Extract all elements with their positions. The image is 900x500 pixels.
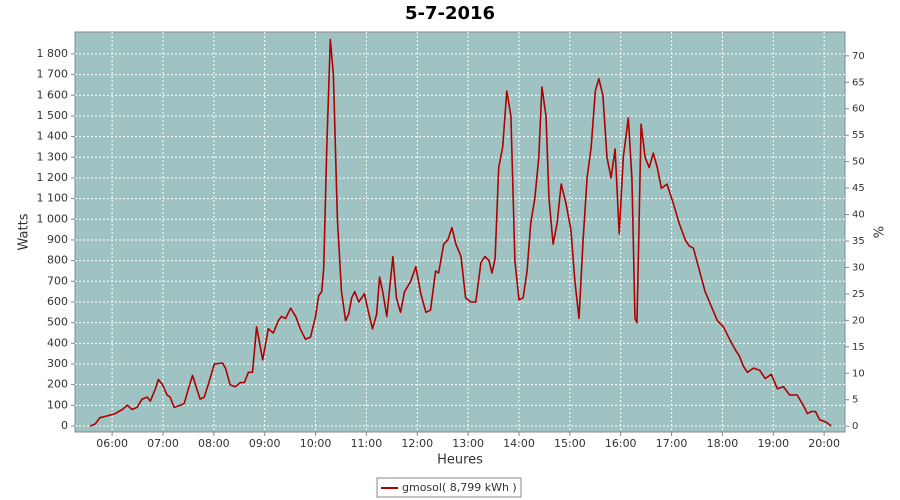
y2-tick-label: 15 (852, 342, 865, 353)
x-axis-title: Heures (437, 453, 483, 468)
x-tick-label: 10:00 (300, 437, 332, 450)
x-tick-label: 09:00 (249, 437, 281, 450)
y2-tick-label: 5 (852, 395, 858, 406)
y-tick-label: 1 400 (37, 130, 69, 143)
y-tick-label: 400 (47, 336, 68, 349)
x-tick-label: 11:00 (351, 437, 383, 450)
y2-tick-label: 70 (852, 51, 865, 62)
y-tick-label: 1 000 (37, 212, 69, 225)
y-tick-label: 1 300 (37, 150, 69, 163)
y2-tick-label: 20 (852, 315, 865, 326)
x-tick-label: 17:00 (656, 437, 688, 450)
x-tick-label: 18:00 (707, 437, 739, 450)
y-tick-label: 300 (47, 357, 68, 370)
data-line (89, 38, 832, 427)
y-tick-label: 600 (47, 295, 68, 308)
y2-tick-label: 25 (852, 289, 865, 300)
y2-tick-label: 10 (852, 368, 865, 379)
x-tick-label: 20:00 (808, 437, 840, 450)
x-tick-label: 12:00 (401, 437, 433, 450)
y2-tick-label: 30 (852, 262, 865, 273)
x-tick-label: 13:00 (452, 437, 484, 450)
y-tick-label: 100 (47, 398, 68, 411)
y-axis-title: Watts (17, 213, 32, 250)
x-tick-label: 19:00 (757, 437, 789, 450)
x-tick-label: 06:00 (96, 437, 128, 450)
y-tick-label: 1 700 (37, 68, 69, 81)
x-tick-label: 15:00 (554, 437, 586, 450)
y2-tick-label: 35 (852, 236, 865, 247)
y2-tick-label: 50 (852, 157, 865, 168)
y2-tick-label: 55 (852, 130, 865, 141)
y-tick-label: 200 (47, 378, 68, 391)
x-tick-label: 14:00 (503, 437, 535, 450)
y-tick-label: 1 500 (37, 109, 69, 122)
y2-tick-label: 65 (852, 77, 865, 88)
y-tick-label: 900 (47, 233, 68, 246)
y-tick-label: 1 100 (37, 192, 69, 205)
plot-area (74, 31, 846, 433)
y-tick-label: 1 800 (37, 47, 69, 60)
y2-tick-label: 45 (852, 183, 865, 194)
x-tick-label: 07:00 (147, 437, 179, 450)
y2-tick-label: 60 (852, 104, 865, 115)
legend-box (376, 477, 522, 498)
y-tick-label: 1 600 (37, 88, 69, 101)
chart-title: 5-7-2016 (405, 3, 495, 24)
y-tick-label: 0 (61, 419, 68, 432)
y-tick-label: 700 (47, 274, 68, 287)
y-tick-label: 500 (47, 316, 68, 329)
legend-label: gmosol( 8,799 kWh ) (402, 481, 517, 494)
y2-axis-title: % (873, 226, 888, 238)
y2-tick-label: 0 (852, 421, 858, 432)
x-tick-label: 16:00 (605, 437, 637, 450)
y-tick-label: 1 200 (37, 171, 69, 184)
y2-tick-label: 40 (852, 210, 865, 221)
x-tick-label: 08:00 (198, 437, 230, 450)
y-tick-label: 800 (47, 254, 68, 267)
